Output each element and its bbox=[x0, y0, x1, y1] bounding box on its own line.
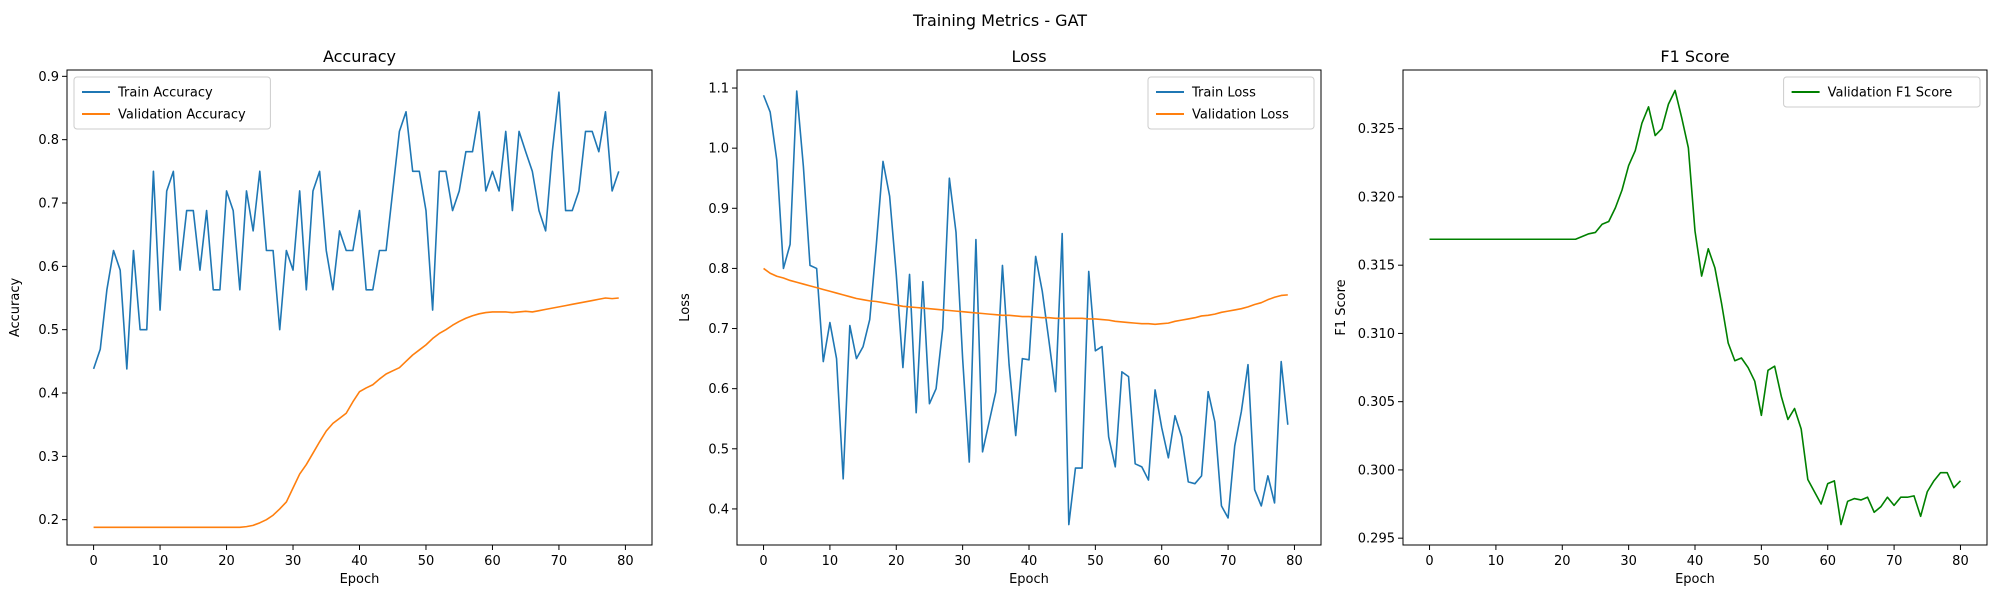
x-tick-label: 80 bbox=[1952, 554, 1969, 569]
x-tick-label: 70 bbox=[551, 554, 568, 569]
legend-box bbox=[73, 76, 271, 130]
x-tick-label: 80 bbox=[617, 554, 634, 569]
series-line-train-loss bbox=[762, 90, 1289, 526]
y-axis-label: Loss bbox=[678, 293, 693, 322]
y-axis-label: F1 Score bbox=[1334, 279, 1349, 335]
axes-frame bbox=[66, 69, 653, 546]
x-tick-label: 50 bbox=[1753, 554, 1770, 569]
x-tick-label: 80 bbox=[1286, 554, 1303, 569]
y-tick-label: 0.295 bbox=[1358, 532, 1395, 547]
chart-panel-1: Accuracy 0 10 20 30 40 50 60 70 80 0.2 0.3 0.4 0.5 0.6… bbox=[8, 47, 653, 587]
y-tick-label: 0.315 bbox=[1358, 259, 1395, 274]
y-tick-label: 0.9 bbox=[38, 70, 59, 85]
series-line-validation-loss bbox=[763, 267, 1288, 326]
x-tick-label: 30 bbox=[285, 554, 302, 569]
y-tick-label: 0.8 bbox=[38, 133, 59, 148]
x-tick-label: 50 bbox=[1087, 554, 1104, 569]
y-tick-label: 0.305 bbox=[1358, 395, 1395, 410]
y-tick-label: 0.8 bbox=[708, 262, 729, 277]
chart-legend: Train Loss Validation Loss bbox=[1147, 76, 1315, 130]
chart-title: Accuracy bbox=[323, 47, 396, 66]
y-tick-label: 0.4 bbox=[38, 387, 59, 402]
x-tick-label: 30 bbox=[1620, 554, 1637, 569]
x-tick-label: 20 bbox=[888, 554, 905, 569]
x-tick-label: 20 bbox=[218, 554, 235, 569]
chart-title: F1 Score bbox=[1660, 47, 1729, 66]
figure-suptitle: Training Metrics - GAT bbox=[912, 11, 1087, 30]
x-tick-label: 30 bbox=[954, 554, 971, 569]
x-tick-label: 60 bbox=[484, 554, 501, 569]
series-line-train-accuracy bbox=[92, 91, 620, 370]
series-line-validation-f1-score bbox=[1429, 89, 1962, 526]
y-tick-label: 0.6 bbox=[708, 382, 729, 397]
x-tick-label: 40 bbox=[351, 554, 368, 569]
x-tick-label: 0 bbox=[1425, 554, 1433, 569]
legend-label: Validation Loss bbox=[1192, 108, 1289, 123]
x-tick-label: 10 bbox=[822, 554, 839, 569]
y-tick-label: 1.0 bbox=[708, 142, 729, 157]
x-axis-label: Epoch bbox=[1675, 572, 1715, 587]
x-tick-label: 60 bbox=[1819, 554, 1836, 569]
chart-panels: Accuracy 0 10 20 30 40 50 60 70 80 0.2 0.3 0.4 0.5 0.6… bbox=[8, 47, 1988, 587]
y-tick-label: 0.5 bbox=[38, 323, 59, 338]
legend-box bbox=[1783, 76, 1981, 108]
chart-legend: Train Accuracy Validation Accuracy bbox=[73, 76, 271, 130]
chart-legend: Validation F1 Score bbox=[1783, 76, 1981, 108]
x-tick-label: 10 bbox=[1488, 554, 1505, 569]
x-tick-label: 0 bbox=[759, 554, 767, 569]
x-tick-label: 50 bbox=[418, 554, 435, 569]
chart-panel-2: Loss 0 10 20 30 40 50 60 70 80 0.4 0.5 0.6 0.7 0.8 0.9 1… bbox=[678, 47, 1322, 587]
y-tick-label: 1.1 bbox=[708, 82, 729, 97]
axes-frame bbox=[1402, 69, 1988, 546]
y-tick-label: 0.310 bbox=[1358, 327, 1395, 342]
x-tick-label: 10 bbox=[152, 554, 169, 569]
x-axis-label: Epoch bbox=[340, 572, 380, 587]
y-tick-label: 0.5 bbox=[708, 442, 729, 457]
x-tick-label: 70 bbox=[1886, 554, 1903, 569]
x-tick-label: 70 bbox=[1220, 554, 1237, 569]
y-tick-label: 0.6 bbox=[38, 260, 59, 275]
chart-title: Loss bbox=[1011, 47, 1046, 66]
y-tick-label: 0.2 bbox=[38, 513, 59, 528]
y-tick-label: 0.9 bbox=[708, 202, 729, 217]
y-tick-label: 0.325 bbox=[1358, 122, 1395, 137]
y-tick-label: 0.300 bbox=[1358, 463, 1395, 478]
y-tick-label: 0.7 bbox=[708, 322, 729, 337]
legend-label: Train Accuracy bbox=[117, 86, 213, 101]
x-tick-label: 20 bbox=[1554, 554, 1571, 569]
legend-label: Train Loss bbox=[1191, 86, 1256, 101]
x-tick-label: 40 bbox=[1687, 554, 1704, 569]
y-axis-label: Accuracy bbox=[8, 278, 23, 338]
x-axis-label: Epoch bbox=[1009, 572, 1049, 587]
axes-frame bbox=[736, 69, 1322, 546]
chart-panel-3: F1 Score 0 10 20 30 40 50 60 70 80 0.295 0.300 0.305… bbox=[1334, 47, 1988, 587]
x-tick-label: 0 bbox=[89, 554, 97, 569]
legend-label: Validation Accuracy bbox=[118, 108, 246, 123]
legend-label: Validation F1 Score bbox=[1828, 86, 1953, 101]
y-tick-label: 0.4 bbox=[708, 502, 729, 517]
y-tick-label: 0.7 bbox=[38, 197, 59, 212]
legend-box bbox=[1147, 76, 1315, 130]
y-tick-label: 0.3 bbox=[38, 450, 59, 465]
series-line-validation-accuracy bbox=[93, 297, 619, 529]
y-tick-label: 0.320 bbox=[1358, 190, 1395, 205]
x-tick-label: 40 bbox=[1021, 554, 1038, 569]
x-tick-label: 60 bbox=[1153, 554, 1170, 569]
